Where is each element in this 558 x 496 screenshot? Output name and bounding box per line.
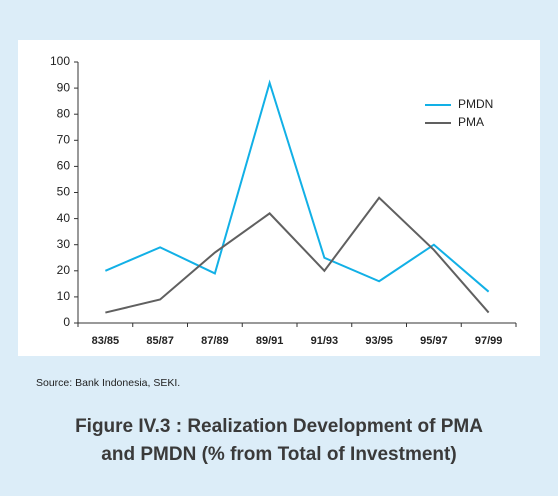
y-tick-label: 40 (57, 211, 71, 225)
x-tick-label: 89/91 (256, 335, 284, 347)
legend-label: PMDN (458, 97, 493, 111)
y-tick-label: 20 (57, 263, 71, 277)
line-series (104, 79, 490, 293)
y-tick-label: 80 (57, 106, 71, 120)
y-tick-label: 70 (57, 132, 71, 146)
x-tick-label: 83/85 (92, 335, 120, 347)
chart-panel (18, 40, 540, 356)
y-tick-label: 100 (50, 54, 70, 68)
y-tick-label: 60 (57, 159, 71, 173)
y-tick-label: 10 (57, 289, 71, 303)
y-tick-label: 50 (57, 185, 71, 199)
chart-title: Figure IV.3 : Realization Development of… (75, 416, 483, 437)
x-tick-label: 93/95 (365, 335, 393, 347)
x-tick-label: 95/97 (420, 335, 448, 347)
x-tick-label: 91/93 (311, 335, 339, 347)
y-tick-label: 90 (57, 80, 71, 94)
y-tick-label: 30 (57, 237, 71, 251)
x-tick-label: 87/89 (201, 335, 229, 347)
line-series (105, 196, 490, 314)
x-tick-label: 85/87 (146, 335, 174, 347)
chart-title: and PMDN (% from Total of Investment) (101, 444, 456, 465)
x-tick-label: 97/99 (475, 335, 503, 347)
source-note: Source: Bank Indonesia, SEKI. (36, 377, 180, 389)
legend-label: PMA (458, 115, 484, 129)
y-tick-label: 0 (63, 315, 70, 329)
